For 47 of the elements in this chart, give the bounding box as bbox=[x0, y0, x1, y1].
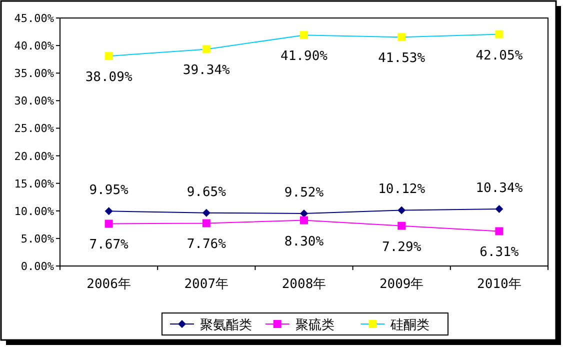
legend-label: 聚硫类 bbox=[295, 318, 334, 333]
y-tick-label: 40.00% bbox=[14, 40, 54, 53]
x-tick-label: 2006年 bbox=[86, 277, 131, 292]
point bbox=[495, 227, 504, 236]
y-tick-label: 20.00% bbox=[14, 150, 54, 163]
y-tick-label: 25.00% bbox=[14, 122, 54, 136]
data-label: 39.34% bbox=[182, 63, 230, 78]
y-tick-label: 5.00% bbox=[20, 232, 54, 246]
y-tick-label: 15.00% bbox=[14, 177, 54, 190]
data-label: 6.31% bbox=[480, 245, 519, 260]
data-label: 10.34% bbox=[476, 181, 523, 196]
point bbox=[495, 30, 504, 38]
data-label: 7.29% bbox=[382, 240, 422, 255]
data-label: 9.52% bbox=[284, 186, 324, 201]
point bbox=[202, 208, 210, 217]
point bbox=[202, 219, 210, 228]
data-label: 41.53% bbox=[378, 51, 426, 66]
data-label: 10.12% bbox=[378, 182, 426, 198]
y-tick-label: 45.00% bbox=[14, 12, 54, 25]
point bbox=[300, 216, 308, 224]
data-label: 38.09% bbox=[85, 70, 132, 86]
y-tick-label: 35.00% bbox=[14, 67, 54, 80]
point bbox=[398, 222, 406, 230]
data-label: 7.67% bbox=[89, 238, 129, 253]
x-tick-label: 2008年 bbox=[282, 277, 326, 292]
point bbox=[300, 31, 308, 40]
y-tick-label: 10.00% bbox=[14, 204, 54, 218]
data-label: 9.95% bbox=[89, 183, 129, 198]
point bbox=[104, 207, 113, 216]
data-label: 7.76% bbox=[186, 237, 226, 252]
legend-label: 聚氨酯类 bbox=[200, 318, 252, 333]
y-tick-label: 0.00% bbox=[20, 260, 54, 273]
x-tick-label: 2009年 bbox=[379, 277, 424, 292]
point bbox=[495, 205, 504, 214]
data-label: 8.30% bbox=[284, 234, 324, 250]
data-label: 41.90% bbox=[280, 49, 328, 64]
legend-label: 硅酮类 bbox=[390, 318, 430, 333]
point bbox=[202, 45, 210, 54]
point bbox=[104, 220, 113, 228]
point bbox=[398, 206, 406, 214]
point bbox=[398, 33, 406, 42]
y-tick-label: 30.00% bbox=[14, 94, 54, 108]
x-tick-label: 2010年 bbox=[477, 277, 522, 292]
x-tick-label: 2007年 bbox=[184, 277, 229, 292]
data-label: 9.65% bbox=[186, 184, 226, 200]
point bbox=[104, 52, 113, 60]
data-label: 42.05% bbox=[476, 48, 523, 64]
